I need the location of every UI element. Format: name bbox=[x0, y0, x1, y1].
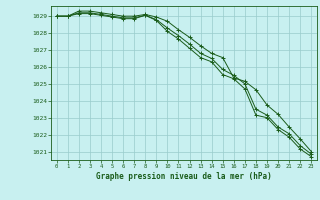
X-axis label: Graphe pression niveau de la mer (hPa): Graphe pression niveau de la mer (hPa) bbox=[96, 172, 272, 181]
